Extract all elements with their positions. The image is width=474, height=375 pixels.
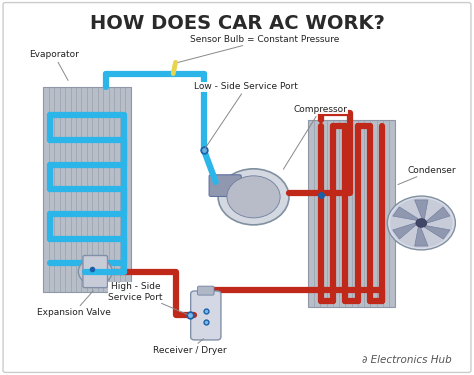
Text: Receiver / Dryer: Receiver / Dryer <box>153 339 227 354</box>
Polygon shape <box>415 227 428 246</box>
Polygon shape <box>393 223 416 239</box>
Circle shape <box>248 193 259 201</box>
Text: ∂ Electronics Hub: ∂ Electronics Hub <box>362 355 452 365</box>
Polygon shape <box>427 207 450 223</box>
Polygon shape <box>415 200 428 219</box>
Circle shape <box>234 182 273 212</box>
FancyBboxPatch shape <box>191 291 221 340</box>
Text: Low - Side Service Port: Low - Side Service Port <box>194 82 298 148</box>
Circle shape <box>416 219 427 227</box>
Text: Expansion Valve: Expansion Valve <box>37 291 111 317</box>
Text: Compressor: Compressor <box>283 105 347 169</box>
Circle shape <box>390 198 453 248</box>
Text: Evaporator: Evaporator <box>29 50 79 81</box>
Text: Sensor Bulb = Constant Pressure: Sensor Bulb = Constant Pressure <box>178 35 339 62</box>
FancyBboxPatch shape <box>308 120 395 307</box>
Circle shape <box>241 187 266 207</box>
Circle shape <box>387 196 456 250</box>
Circle shape <box>218 169 289 225</box>
Polygon shape <box>424 226 450 239</box>
Circle shape <box>227 176 280 218</box>
Text: HOW DOES CAR AC WORK?: HOW DOES CAR AC WORK? <box>90 13 384 33</box>
Text: High - Side
Service Port: High - Side Service Port <box>108 282 187 314</box>
FancyBboxPatch shape <box>209 175 241 196</box>
FancyBboxPatch shape <box>43 87 131 292</box>
Text: Condenser: Condenser <box>398 166 456 184</box>
FancyBboxPatch shape <box>198 286 214 295</box>
Circle shape <box>78 258 112 285</box>
Polygon shape <box>392 207 418 220</box>
FancyBboxPatch shape <box>83 255 108 288</box>
